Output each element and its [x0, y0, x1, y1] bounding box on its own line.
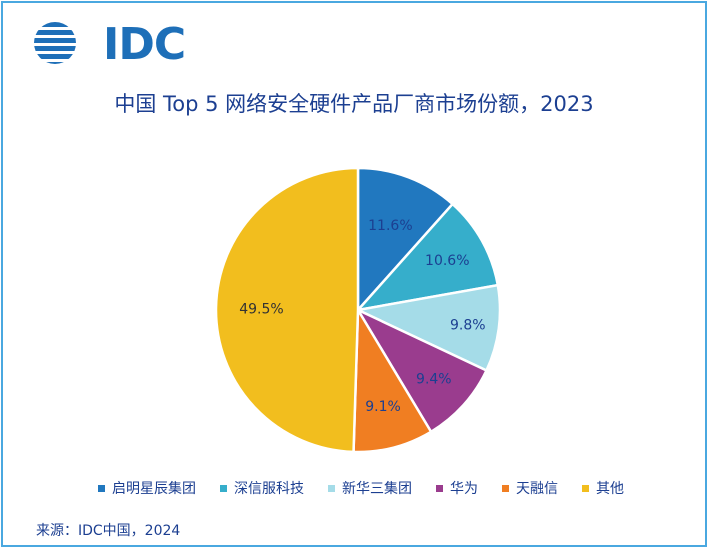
logo-text: IDC — [103, 19, 186, 70]
chart-title: 中国 Top 5 网络安全硬件产品厂商市场份额，2023 — [114, 92, 594, 116]
legend-swatch-1 — [220, 484, 227, 492]
legend-item-3: 华为 — [436, 478, 478, 498]
legend-item-4: 天融信 — [502, 478, 558, 498]
legend-swatch-0 — [98, 484, 105, 492]
pie-slice-2 — [353, 283, 502, 373]
pie-slice-5 — [214, 166, 360, 454]
slice-label-1: 10.6% — [425, 253, 469, 269]
pie-slice-0 — [356, 166, 455, 314]
legend-item-0: 启明星辰集团 — [98, 478, 196, 498]
legend-label-5: 其他 — [596, 481, 624, 497]
legend-label-0: 启明星辰集团 — [112, 481, 196, 497]
slice-label-3: 9.4% — [416, 372, 452, 388]
slice-label-5: 49.5% — [239, 301, 283, 317]
legend-swatch-5 — [582, 484, 589, 492]
legend-label-1: 深信服科技 — [234, 481, 304, 497]
legend-label-4: 天融信 — [516, 481, 558, 497]
legend-swatch-2 — [328, 484, 335, 492]
chart-legend: 启明星辰集团 深信服科技 新华三集团 华为 天融信 其他 — [98, 478, 624, 498]
slice-label-2: 9.8% — [450, 318, 486, 334]
source-note: 来源：IDC中国，2024 — [36, 523, 181, 539]
globe-icon — [34, 22, 76, 64]
legend-swatch-3 — [436, 484, 443, 492]
pie-slice-4 — [352, 305, 433, 454]
pie-slice-3 — [354, 307, 489, 434]
legend-swatch-4 — [502, 484, 509, 492]
idc-logo: IDC — [31, 19, 186, 69]
legend-label-3: 华为 — [450, 481, 478, 497]
legend-item-5: 其他 — [582, 478, 624, 498]
legend-item-2: 新华三集团 — [328, 478, 412, 498]
slice-label-4: 9.1% — [365, 399, 401, 415]
slice-label-0: 11.6% — [368, 218, 412, 234]
legend-label-2: 新华三集团 — [342, 481, 412, 497]
legend-item-1: 深信服科技 — [220, 478, 304, 498]
pie-slice-1 — [354, 202, 500, 312]
